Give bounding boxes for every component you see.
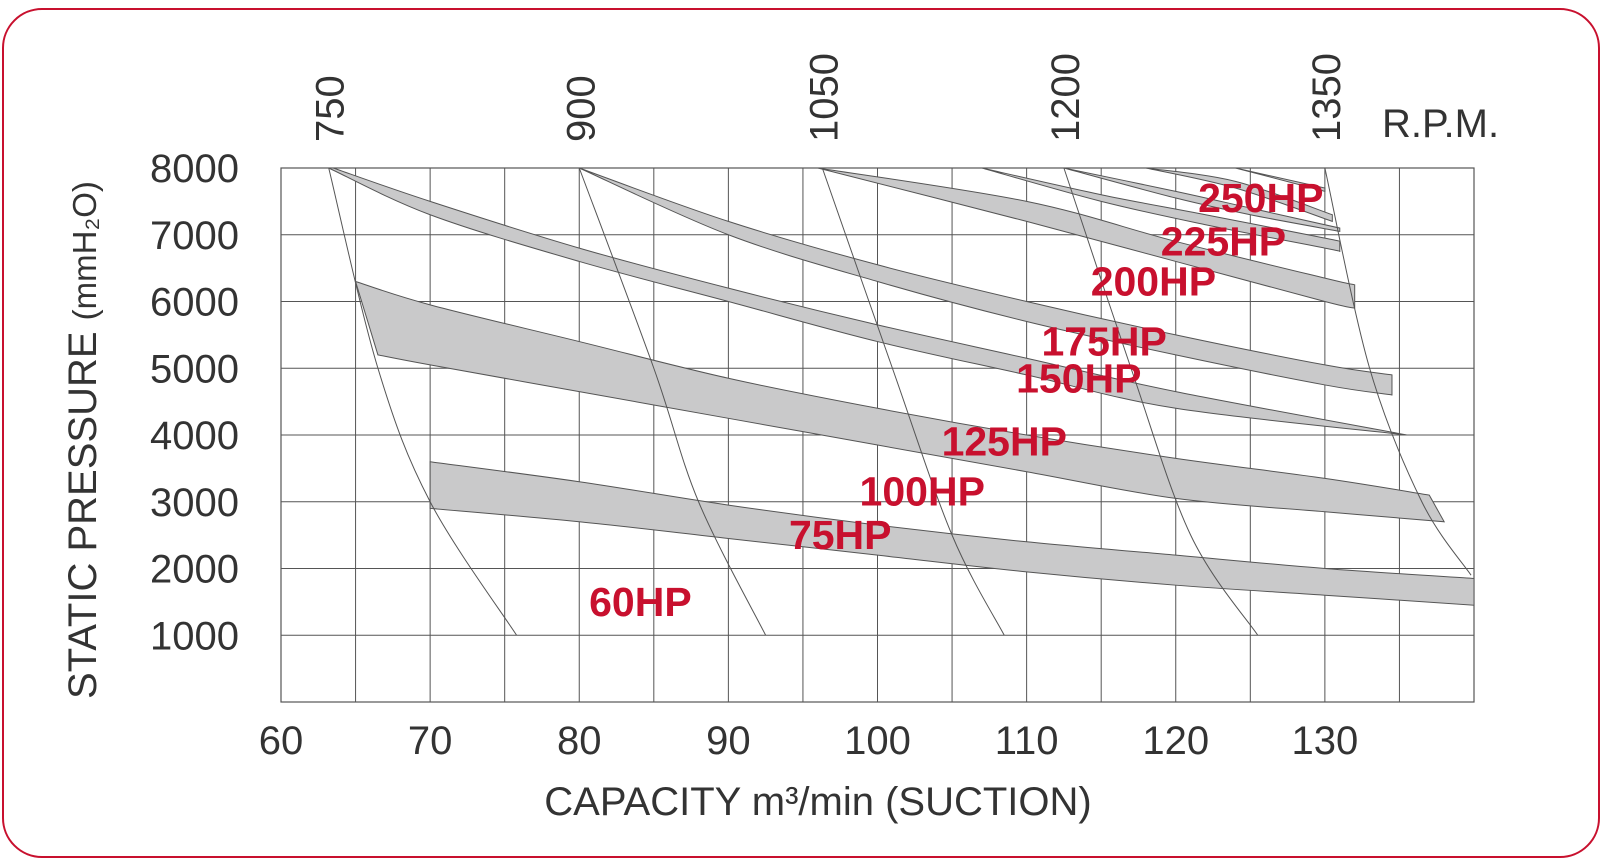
y-axis-ticks: 1000 2000 3000 4000 5000 6000 7000 8000 — [150, 147, 239, 658]
hp-label: 60HP — [589, 579, 692, 625]
y-axis-unit: (mmH₂O) — [66, 181, 103, 320]
x-tick-label: 110 — [995, 719, 1059, 763]
hp-label: 150HP — [1016, 355, 1141, 401]
hp-label: 250HP — [1198, 175, 1323, 221]
hp-label: 200HP — [1091, 258, 1216, 304]
rpm-tick-label: 900 — [559, 75, 603, 142]
hp-bands — [328, 167, 1475, 606]
y-tick-label: 2000 — [150, 548, 239, 592]
y-tick-label: 8000 — [150, 147, 239, 191]
band-60hp — [429, 461, 1475, 606]
x-tick-label: 130 — [1292, 719, 1359, 763]
rpm-curve-1050 — [821, 167, 1005, 636]
band-100hp — [328, 167, 1407, 436]
rpm-tick-label: 1200 — [1044, 53, 1088, 142]
x-axis-ticks: 60 70 80 90 100 110 120 130 — [259, 719, 1359, 763]
rpm-tick-label: 1050 — [802, 53, 846, 142]
y-tick-label: 3000 — [150, 481, 239, 525]
hp-label: 75HP — [789, 512, 892, 558]
y-tick-label: 6000 — [150, 281, 239, 325]
x-tick-label: 120 — [1142, 719, 1209, 763]
band-250hp — [1235, 167, 1326, 193]
rpm-tick-label: 750 — [309, 75, 353, 142]
y-tick-label: 1000 — [150, 614, 239, 658]
y-axis-title-group: STATIC PRESSURE (mmH₂O) — [61, 181, 105, 699]
x-tick-label: 80 — [557, 719, 602, 763]
y-tick-label: 5000 — [150, 347, 239, 391]
rpm-curves — [328, 167, 1472, 636]
hp-label: 225HP — [1161, 218, 1286, 264]
hp-label: 175HP — [1041, 319, 1166, 365]
x-tick-label: 70 — [408, 719, 453, 763]
rpm-tick-label: 1350 — [1305, 53, 1349, 142]
band-125hp — [579, 167, 1393, 396]
rpm-curve-750 — [328, 167, 518, 636]
hp-label: 100HP — [860, 469, 985, 515]
y-tick-label: 4000 — [150, 414, 239, 458]
rpm-axis-title: R.P.M. — [1382, 102, 1499, 146]
x-tick-label: 100 — [844, 719, 911, 763]
x-tick-label: 60 — [259, 719, 304, 763]
rpm-curve-1350 — [1324, 167, 1472, 576]
rpm-curve-900 — [578, 167, 767, 636]
rpm-axis-ticks: 750 900 1050 1200 1350 — [309, 53, 1349, 142]
y-axis-title: STATIC PRESSURE — [61, 331, 105, 698]
rpm-curve-1200 — [1063, 167, 1259, 636]
band-150hp — [817, 167, 1356, 309]
band-200hp — [1063, 167, 1341, 233]
hp-label: 125HP — [942, 419, 1067, 465]
x-tick-label: 90 — [706, 719, 751, 763]
band-75hp — [354, 280, 1446, 523]
svg-text:STATIC PRESSURE (mmH₂O): STATIC PRESSURE (mmH₂O) — [61, 181, 105, 699]
chart-frame — [2, 8, 1600, 858]
x-axis-title: CAPACITY m³/min (SUCTION) — [544, 780, 1091, 824]
y-tick-label: 7000 — [150, 214, 239, 258]
band-225hp — [1145, 167, 1333, 223]
band-175hp — [981, 167, 1341, 253]
